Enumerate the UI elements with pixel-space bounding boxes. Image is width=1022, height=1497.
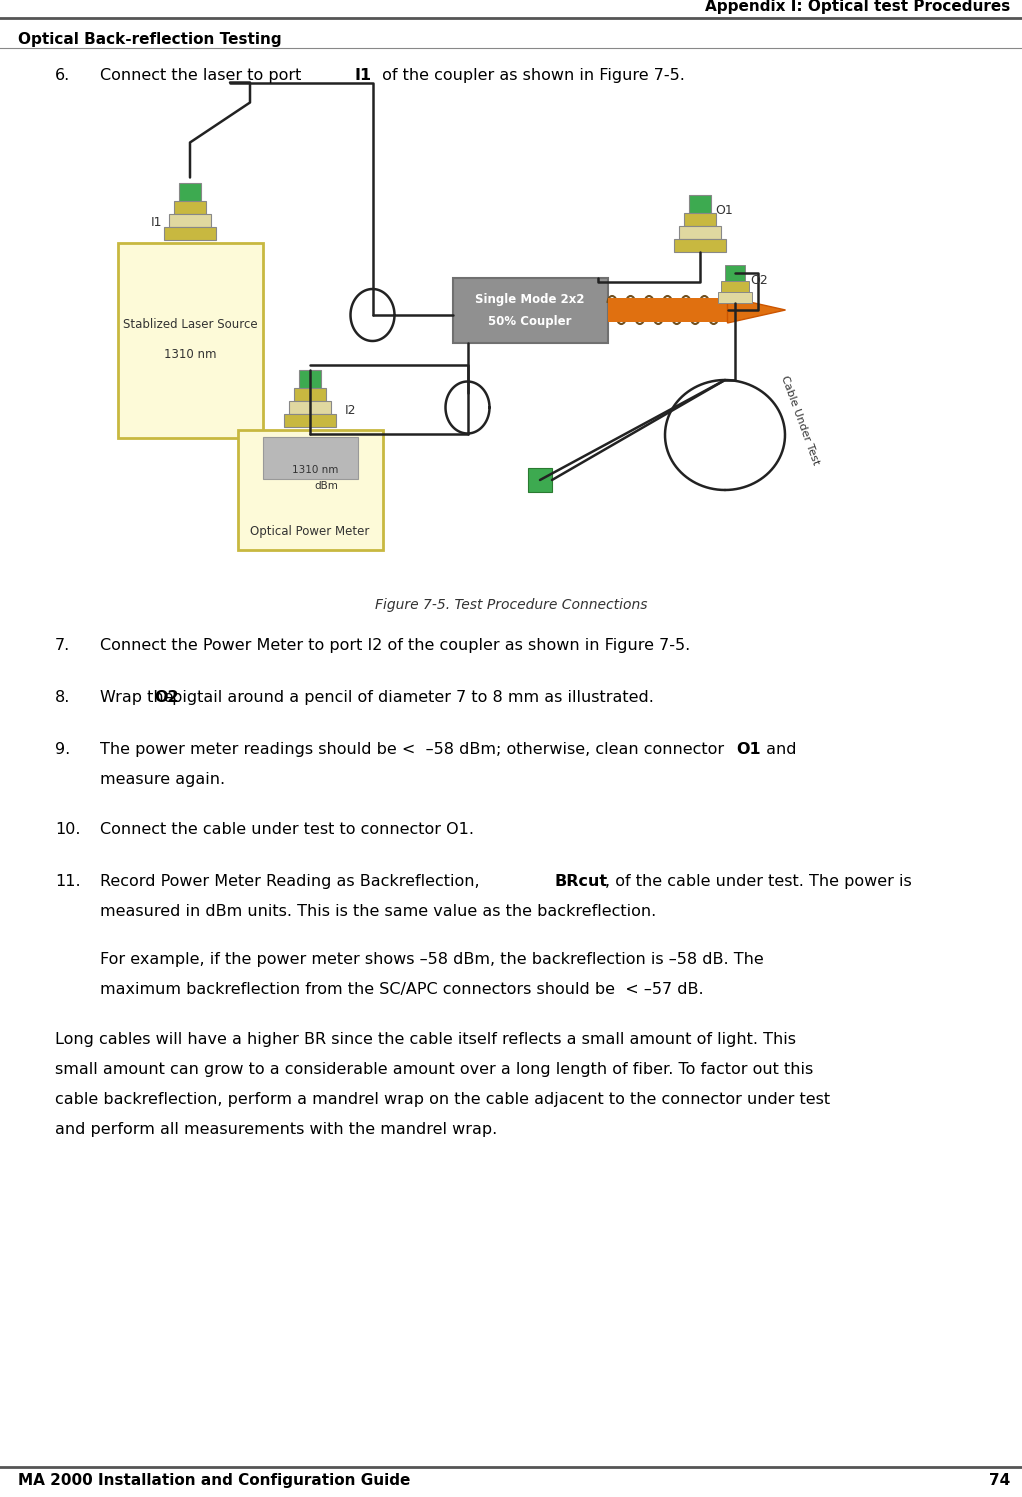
Text: measured in dBm units. This is the same value as the backreflection.: measured in dBm units. This is the same … [100,904,656,919]
Text: 8.: 8. [55,690,71,705]
FancyBboxPatch shape [237,430,382,549]
Text: cable backreflection, perform a mandrel wrap on the cable adjacent to the connec: cable backreflection, perform a mandrel … [55,1091,830,1106]
FancyBboxPatch shape [179,183,201,201]
Text: The power meter readings should be <  –58 dBm; otherwise, clean connector: The power meter readings should be < –58… [100,743,730,757]
FancyBboxPatch shape [289,401,331,415]
Text: Stablized Laser Source: Stablized Laser Source [123,319,258,331]
Text: Appendix I: Optical test Procedures: Appendix I: Optical test Procedures [705,0,1010,13]
Text: Connect the laser to port: Connect the laser to port [100,67,307,82]
FancyBboxPatch shape [684,213,716,226]
FancyBboxPatch shape [721,281,749,292]
Text: Optical Power Meter: Optical Power Meter [250,525,370,539]
FancyBboxPatch shape [673,240,726,251]
Text: 6.: 6. [55,67,71,82]
FancyBboxPatch shape [284,415,336,427]
FancyBboxPatch shape [453,277,607,343]
Text: MA 2000 Installation and Configuration Guide: MA 2000 Installation and Configuration G… [18,1473,411,1488]
Text: 11.: 11. [55,874,81,889]
Text: 1310 nm: 1310 nm [164,349,217,361]
FancyBboxPatch shape [718,292,752,302]
FancyBboxPatch shape [689,195,711,213]
Text: For example, if the power meter shows –58 dBm, the backreflection is –58 dB. The: For example, if the power meter shows –5… [100,952,763,967]
Text: Wrap the: Wrap the [100,690,179,705]
Text: O1: O1 [715,204,733,217]
FancyBboxPatch shape [679,226,721,240]
Text: Optical Back-reflection Testing: Optical Back-reflection Testing [18,31,282,46]
Text: I1: I1 [355,67,372,82]
FancyBboxPatch shape [294,388,326,401]
Text: BRcut: BRcut [555,874,608,889]
Text: Connect the cable under test to connector O1.: Connect the cable under test to connecto… [100,822,474,837]
Text: 9.: 9. [55,743,71,757]
FancyBboxPatch shape [169,214,211,226]
Text: Cable Under Test: Cable Under Test [779,374,821,466]
Text: O2: O2 [154,690,179,705]
Text: 1310 nm: 1310 nm [291,466,338,475]
FancyBboxPatch shape [164,226,216,240]
Text: Connect the Power Meter to port I2 of the coupler as shown in Figure 7-5.: Connect the Power Meter to port I2 of th… [100,638,690,653]
Text: 50% Coupler: 50% Coupler [489,316,571,328]
Text: Record Power Meter Reading as Backreflection,: Record Power Meter Reading as Backreflec… [100,874,484,889]
Text: and perform all measurements with the mandrel wrap.: and perform all measurements with the ma… [55,1121,498,1138]
Text: O1: O1 [736,743,760,757]
FancyBboxPatch shape [174,201,206,214]
Text: small amount can grow to a considerable amount over a long length of fiber. To f: small amount can grow to a considerable … [55,1061,814,1076]
Text: maximum backreflection from the SC/APC connectors should be  < –57 dB.: maximum backreflection from the SC/APC c… [100,982,703,997]
Text: Single Mode 2x2: Single Mode 2x2 [475,293,585,307]
FancyBboxPatch shape [528,469,552,493]
FancyBboxPatch shape [299,370,321,388]
Polygon shape [728,296,786,323]
Text: O2: O2 [750,274,768,286]
Text: 74: 74 [988,1473,1010,1488]
Text: 10.: 10. [55,822,81,837]
FancyBboxPatch shape [118,243,263,437]
Text: dBm: dBm [314,481,338,491]
FancyBboxPatch shape [263,437,358,479]
FancyBboxPatch shape [607,298,728,322]
Text: and: and [761,743,796,757]
Text: pigtail around a pencil of diameter 7 to 8 mm as illustrated.: pigtail around a pencil of diameter 7 to… [167,690,653,705]
Text: of the coupler as shown in Figure 7-5.: of the coupler as shown in Figure 7-5. [377,67,685,82]
Text: measure again.: measure again. [100,772,225,787]
Text: I1: I1 [150,216,162,229]
Text: Long cables will have a higher BR since the cable itself reflects a small amount: Long cables will have a higher BR since … [55,1031,796,1046]
Text: 7.: 7. [55,638,71,653]
FancyBboxPatch shape [725,265,745,281]
Text: Figure 7-5. Test Procedure Connections: Figure 7-5. Test Procedure Connections [375,597,647,612]
Text: , of the cable under test. The power is: , of the cable under test. The power is [605,874,912,889]
Text: I2: I2 [345,404,357,416]
